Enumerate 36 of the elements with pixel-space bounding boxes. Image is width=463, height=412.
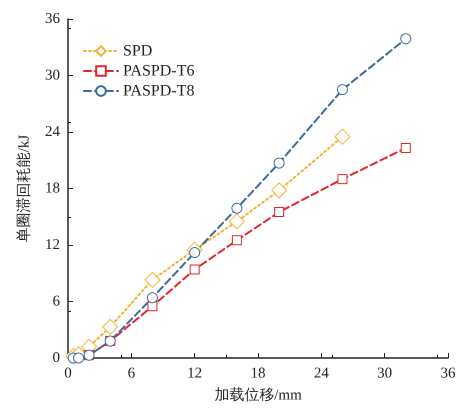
point — [274, 158, 285, 169]
x-tick-label: 6 — [128, 366, 136, 382]
legend-label: SPD — [123, 42, 152, 60]
point — [228, 213, 245, 230]
x-tick-label: 12 — [187, 366, 202, 382]
x-axis-title: 加载位移/mm — [214, 386, 302, 404]
point — [334, 128, 350, 145]
x-tick-label: 18 — [250, 366, 266, 382]
point — [336, 84, 348, 96]
x-tick-label: 30 — [377, 366, 392, 382]
y-tick-label: 12 — [45, 237, 60, 253]
y-tick-label: 24 — [45, 124, 60, 140]
y-tick-label: 6 — [52, 294, 60, 310]
point — [274, 207, 284, 218]
point — [232, 235, 242, 246]
y-axis-title: 单圈滞回耗能/kJ — [16, 134, 32, 242]
x-tick-label: 24 — [314, 366, 330, 382]
point — [400, 33, 412, 44]
point — [102, 318, 118, 335]
legend-label: PASPD-T8 — [123, 82, 194, 100]
point — [190, 264, 200, 274]
point — [146, 292, 158, 304]
y-tick-label: 36 — [45, 11, 60, 27]
y-tick-label: 30 — [45, 68, 60, 84]
y-tick-label: 18 — [45, 180, 60, 196]
point — [400, 143, 411, 154]
y-tick-label: 0 — [52, 350, 60, 366]
x-tick-label: 0 — [64, 366, 72, 382]
point — [144, 272, 160, 288]
point — [271, 182, 288, 198]
point — [231, 202, 242, 214]
point — [337, 174, 348, 184]
legend-label: PASPD-T6 — [123, 62, 194, 80]
point — [189, 247, 200, 258]
x-tick-label: 36 — [440, 366, 456, 382]
point — [73, 352, 84, 364]
